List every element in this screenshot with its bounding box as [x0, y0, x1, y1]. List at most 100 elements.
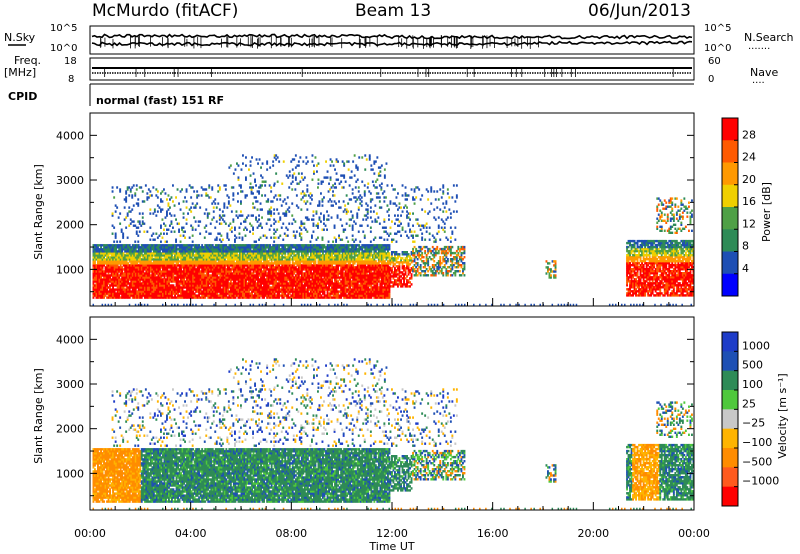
power-cell	[157, 260, 160, 263]
power-cell	[157, 268, 160, 271]
power-cell	[160, 252, 163, 255]
power-cell	[107, 296, 110, 299]
power-cell	[228, 258, 231, 261]
power-cell	[128, 260, 131, 263]
power-cell	[154, 270, 157, 273]
power-cell	[122, 258, 125, 261]
power-cell	[131, 276, 134, 279]
power-cell	[232, 260, 235, 263]
power-cell	[148, 294, 151, 297]
power-cell	[175, 256, 178, 259]
power-cell	[139, 270, 142, 273]
power-cell	[104, 276, 107, 279]
power-cell	[204, 280, 207, 283]
power-cell	[110, 262, 113, 265]
power-cell	[172, 280, 175, 283]
power-cell	[220, 264, 223, 267]
power-cell	[98, 260, 101, 263]
power-cell	[107, 270, 110, 273]
power-cell	[183, 256, 185, 259]
power-cell	[192, 266, 195, 269]
power-cell	[187, 290, 190, 293]
power-cell	[198, 282, 201, 285]
power-cell	[152, 286, 155, 289]
power-cell	[225, 250, 228, 253]
power-cell	[115, 260, 118, 263]
power-cell	[145, 294, 148, 297]
power-cell	[193, 294, 196, 297]
power-cell	[140, 286, 143, 289]
power-cell	[189, 290, 192, 293]
power-cell	[124, 256, 127, 259]
power-cell	[104, 250, 107, 253]
power-cell	[94, 276, 96, 279]
power-cell	[196, 288, 199, 291]
power-cell	[115, 246, 118, 249]
power-cell	[139, 264, 142, 267]
power-cell	[136, 270, 139, 273]
power-cell	[116, 270, 119, 273]
power-cell	[159, 272, 161, 275]
power-cell	[128, 272, 131, 275]
power-cell	[162, 288, 164, 291]
power-cell	[140, 278, 143, 281]
power-cell	[163, 266, 166, 269]
power-cell	[136, 264, 139, 267]
power-cell	[163, 250, 166, 253]
power-cell	[107, 276, 110, 279]
power-cell	[151, 268, 154, 271]
power-cell	[131, 288, 134, 291]
power-cell	[100, 282, 102, 285]
power-cell	[92, 264, 95, 267]
power-cell	[104, 266, 107, 269]
power-cell	[201, 260, 204, 263]
power-cell	[183, 282, 185, 285]
power-cell	[133, 252, 136, 255]
power-cell	[109, 284, 111, 287]
power-cell	[162, 264, 164, 267]
power-cell	[228, 296, 231, 299]
power-cell	[231, 294, 234, 297]
power-cell	[171, 258, 173, 261]
power-cell	[232, 268, 235, 271]
power-cell	[94, 252, 96, 255]
power-cell	[154, 266, 157, 269]
power-cell	[134, 280, 137, 283]
power-cell	[142, 262, 145, 265]
power-cell	[157, 280, 160, 283]
power-cell	[152, 274, 155, 277]
power-cell	[148, 296, 151, 299]
power-cell	[166, 288, 169, 291]
power-cell	[222, 258, 225, 261]
power-cell	[222, 244, 225, 247]
power-cell	[113, 248, 116, 251]
power-cell	[125, 294, 128, 297]
power-cell	[198, 266, 201, 269]
power-cell	[152, 258, 155, 261]
power-cell	[145, 292, 148, 295]
power-cell	[157, 254, 160, 257]
power-cell	[171, 248, 173, 251]
power-cell	[121, 294, 124, 297]
power-cell	[128, 282, 131, 285]
power-cell	[192, 248, 195, 251]
power-cell	[157, 270, 160, 273]
power-cell	[116, 276, 119, 279]
nave-tick-bottom: 0	[708, 74, 714, 85]
power-cell	[211, 294, 214, 297]
power-cell	[107, 278, 110, 281]
power-cell	[151, 270, 154, 273]
power-cell	[208, 252, 211, 255]
power-cell	[152, 262, 155, 265]
power-cell	[216, 290, 219, 293]
power-cell	[148, 282, 151, 285]
power-cell	[128, 274, 131, 277]
power-cell	[130, 262, 133, 265]
power-cell	[100, 268, 102, 271]
power-cell	[234, 258, 237, 261]
power-cell	[222, 282, 225, 285]
power-cell	[118, 246, 121, 249]
power-cell	[190, 282, 193, 285]
power-cell	[100, 296, 102, 299]
power-cell	[116, 282, 119, 285]
